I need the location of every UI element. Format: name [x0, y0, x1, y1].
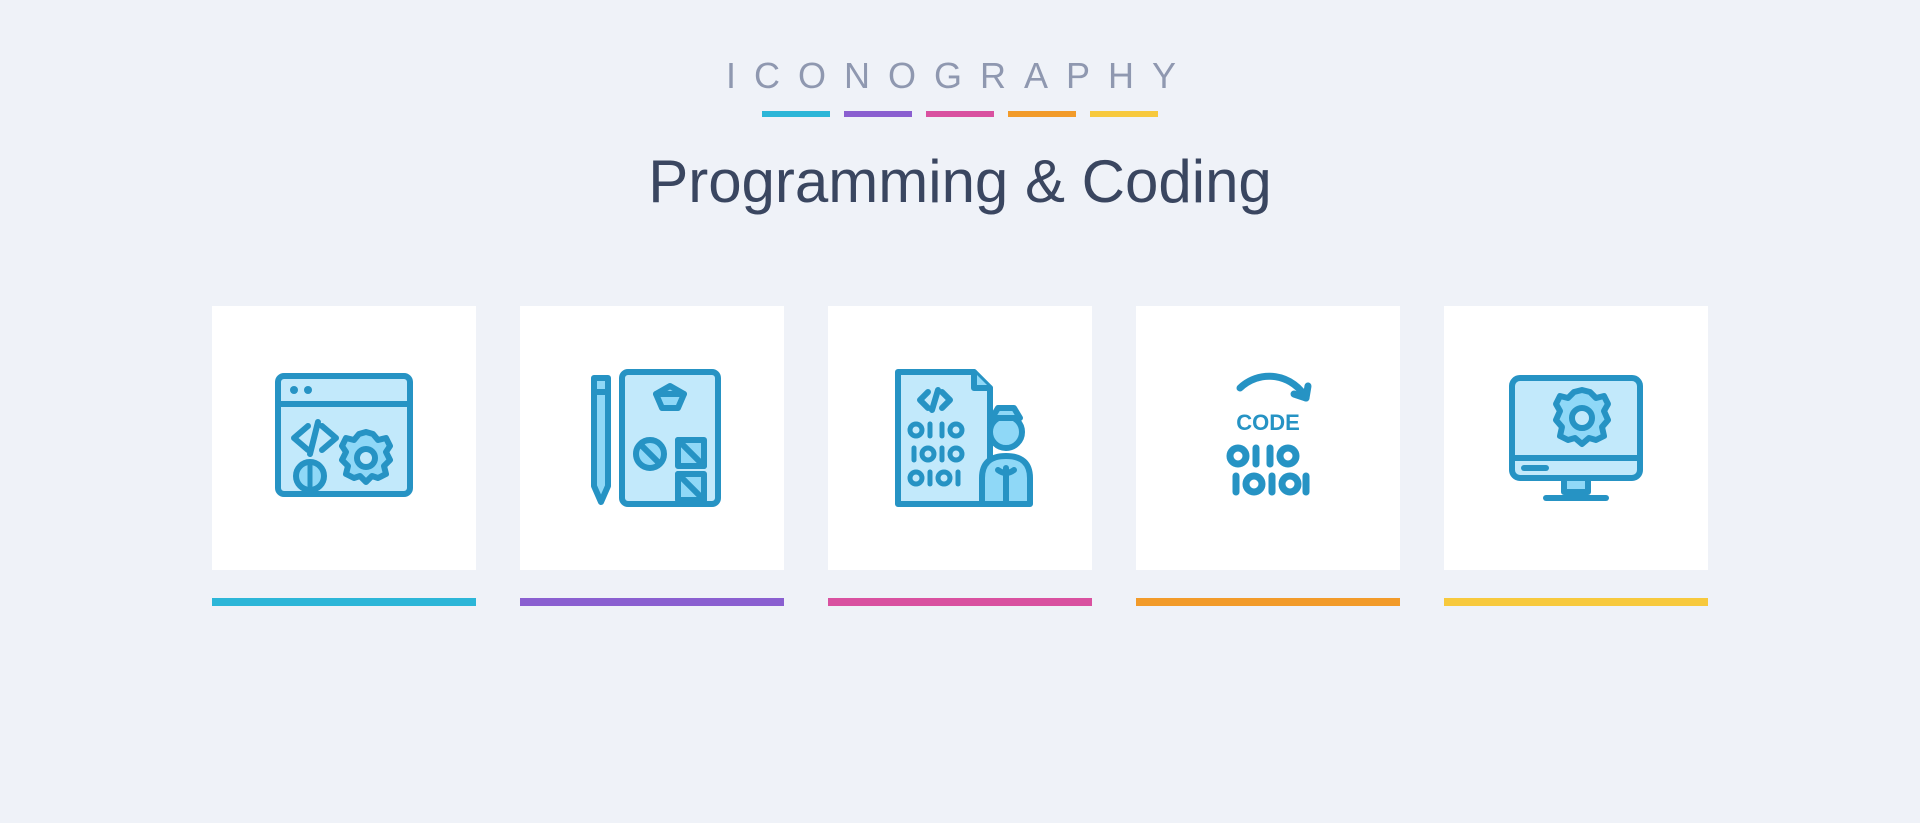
icon-card — [828, 306, 1092, 606]
binary-code-loading-icon: CODE — [1188, 358, 1348, 518]
card-underline — [828, 598, 1092, 606]
icon-card — [1444, 306, 1708, 606]
strip-seg-1 — [762, 111, 830, 117]
monitor-gear-icon — [1496, 358, 1656, 518]
strip-seg-2 — [844, 111, 912, 117]
svg-text:CODE: CODE — [1236, 410, 1300, 435]
brand-wordmark: ICONOGRAPHY — [726, 55, 1194, 97]
card-underline — [1136, 598, 1400, 606]
icon-card — [212, 306, 476, 606]
icon-tile — [1444, 306, 1708, 570]
icon-tile: CODE — [1136, 306, 1400, 570]
strip-seg-5 — [1090, 111, 1158, 117]
page-title: Programming & Coding — [648, 147, 1272, 216]
browser-code-gear-icon — [264, 358, 424, 518]
icon-card — [520, 306, 784, 606]
card-underline — [520, 598, 784, 606]
coder-binary-doc-icon — [880, 358, 1040, 518]
icon-tile — [828, 306, 1092, 570]
icon-tile — [520, 306, 784, 570]
icon-tile — [212, 306, 476, 570]
brand-color-strip — [762, 111, 1158, 117]
strip-seg-4 — [1008, 111, 1076, 117]
strip-seg-3 — [926, 111, 994, 117]
icon-card-row: CODE — [212, 306, 1708, 606]
icon-card: CODE — [1136, 306, 1400, 606]
card-underline — [212, 598, 476, 606]
card-underline — [1444, 598, 1708, 606]
header: ICONOGRAPHY Programming & Coding — [648, 55, 1272, 216]
design-doc-pen-icon — [572, 358, 732, 518]
